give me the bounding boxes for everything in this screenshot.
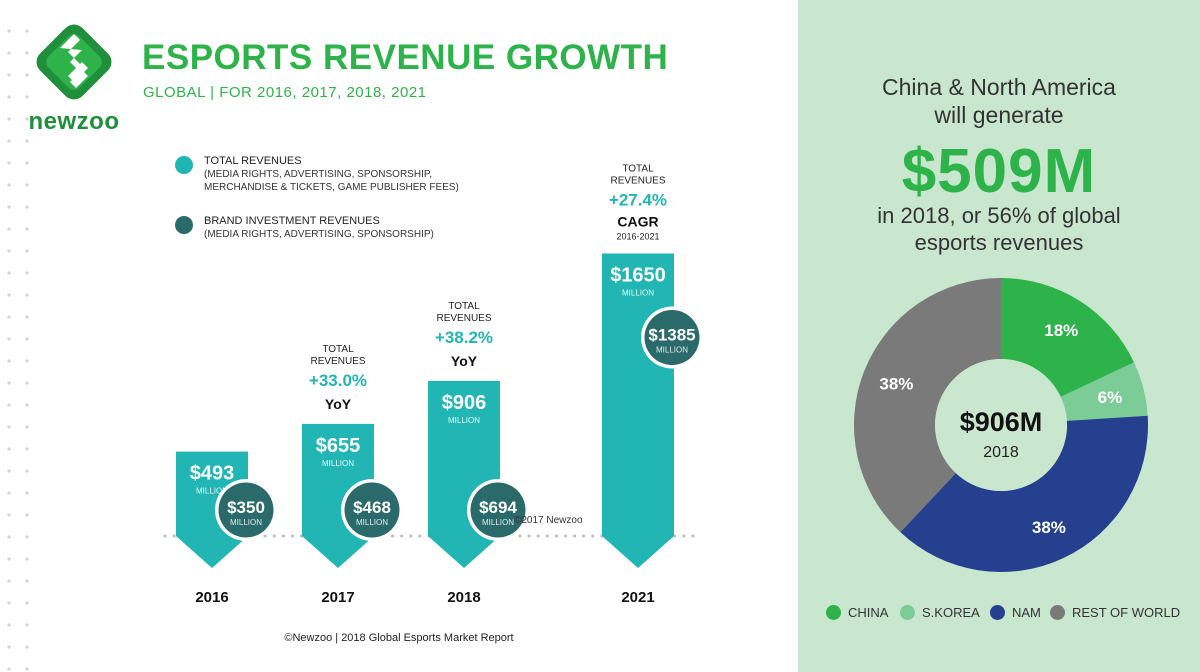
- year-label-2017: 2017: [321, 589, 354, 606]
- callout-line-4: esports revenues: [914, 230, 1084, 255]
- growth-head2-2018: REVENUES: [436, 313, 491, 324]
- donut-slice-skorea: [1060, 362, 1148, 421]
- bar-total-2016: [176, 451, 248, 568]
- growth-head-2017: TOTAL: [322, 344, 354, 355]
- bar-total-unit-2017: MILLION: [322, 459, 354, 468]
- brand-unit-2018: MILLION: [482, 518, 514, 527]
- page-title: ESPORTS REVENUE GROWTH: [142, 38, 669, 77]
- legend-label-brand: BRAND INVESTMENT REVENUES: [204, 215, 380, 227]
- bar-total-value-2017: $655: [316, 435, 361, 457]
- growth-head-2021: TOTAL: [622, 164, 654, 175]
- brand-unit-2021: MILLION: [656, 346, 688, 355]
- callout-line-1: China & North America: [882, 74, 1116, 100]
- donut-label-nam: 38%: [1032, 518, 1066, 537]
- donut-center-label: 2018: [983, 444, 1019, 461]
- bar-total-value-2021: $1650: [610, 265, 666, 287]
- donut-center-value: $906M: [960, 407, 1043, 437]
- bar-total-unit-2021: MILLION: [622, 289, 654, 298]
- legend-detail-total-2: MERCHANDISE & TICKETS, GAME PUBLISHER FE…: [204, 182, 459, 193]
- bar-total-value-2018: $906: [442, 392, 487, 414]
- bar-total-unit-2016: MILLION: [196, 487, 228, 496]
- donut-legend-swatch-skorea: [900, 605, 915, 620]
- legend-detail-brand-1: (MEDIA RIGHTS, ADVERTISING, SPONSORSHIP): [204, 229, 434, 240]
- growth-pct-2021: +27.4%: [609, 191, 667, 210]
- year-label-2021: 2021: [621, 589, 654, 606]
- growth-sub-2021: 2016-2021: [616, 232, 659, 242]
- growth-head-2018: TOTAL: [448, 301, 480, 312]
- brand-unit-2017: MILLION: [356, 518, 388, 527]
- donut-label-skorea: 6%: [1098, 388, 1123, 407]
- brand-value-2018: $694: [479, 498, 517, 517]
- brand-value-2016: $350: [227, 498, 265, 517]
- bar-total-value-2016: $493: [190, 463, 235, 485]
- legend-label-total: TOTAL REVENUES: [204, 155, 302, 167]
- donut-slice-rest-of-world: [854, 278, 1001, 533]
- year-label-2018: 2018: [447, 589, 480, 606]
- growth-kind-2017: YoY: [325, 396, 352, 412]
- newzoo-logo: newzoo: [26, 18, 122, 136]
- newzoo-logo-icon: [36, 24, 112, 100]
- legend-swatch-brand: [175, 216, 193, 234]
- donut-slice-nam: [900, 415, 1148, 572]
- logo-text: newzoo: [28, 108, 120, 135]
- brand-circle-2018: [470, 482, 526, 538]
- dot-pattern: [0, 20, 36, 672]
- growth-kind-2018: YoY: [451, 353, 478, 369]
- donut-legend-label-rest-of-world: REST OF WORLD: [1072, 605, 1181, 620]
- callout-line-2: will generate: [934, 102, 1064, 128]
- page-subtitle: GLOBAL | FOR 2016, 2017, 2018, 2021: [143, 84, 427, 101]
- callout-line-3: in 2018, or 56% of global: [877, 203, 1121, 228]
- donut-legend-swatch-nam: [990, 605, 1005, 620]
- year-label-2016: 2016: [195, 589, 228, 606]
- donut-label-china: 18%: [1044, 321, 1078, 340]
- donut-label-rest-of-world: 38%: [879, 375, 913, 394]
- legend-swatch-total: [175, 156, 193, 174]
- growth-pct-2018: +38.2%: [435, 328, 493, 347]
- bar-chart: $493MILLION$350MILLION2016$655MILLION$46…: [163, 164, 703, 606]
- growth-head2-2021: REVENUES: [610, 176, 665, 187]
- chart-copyright: ©2017 Newzoo: [514, 515, 583, 526]
- growth-kind-2021: CAGR: [617, 214, 658, 230]
- donut-hole: [935, 359, 1067, 491]
- callout-big-number: $509M: [901, 137, 1097, 206]
- donut-legend-label-skorea: S.KOREA: [922, 605, 980, 620]
- brand-circle-2017: [344, 482, 400, 538]
- growth-pct-2017: +33.0%: [309, 371, 367, 390]
- donut-legend-label-nam: NAM: [1012, 605, 1041, 620]
- footer-source: ©Newzoo | 2018 Global Esports Market Rep…: [284, 632, 514, 644]
- brand-unit-2016: MILLION: [230, 518, 262, 527]
- growth-head2-2017: REVENUES: [310, 356, 365, 367]
- brand-circle-2021: [644, 310, 700, 366]
- donut-chart: 18% 6% 38% 38% $906M 2018: [854, 278, 1148, 572]
- bar-total-2021: [602, 253, 674, 568]
- donut-legend-swatch-china: [826, 605, 841, 620]
- donut-legend-label-china: CHINA: [848, 605, 889, 620]
- brand-value-2017: $468: [353, 498, 391, 517]
- brand-value-2021: $1385: [648, 326, 695, 345]
- brand-circle-2016: [218, 482, 274, 538]
- legend-detail-total-1: (MEDIA RIGHTS, ADVERTISING, SPONSORSHIP,: [204, 169, 433, 180]
- bar-total-unit-2018: MILLION: [448, 416, 480, 425]
- donut-legend-swatch-rest-of-world: [1050, 605, 1065, 620]
- donut-slice-china: [1001, 278, 1135, 397]
